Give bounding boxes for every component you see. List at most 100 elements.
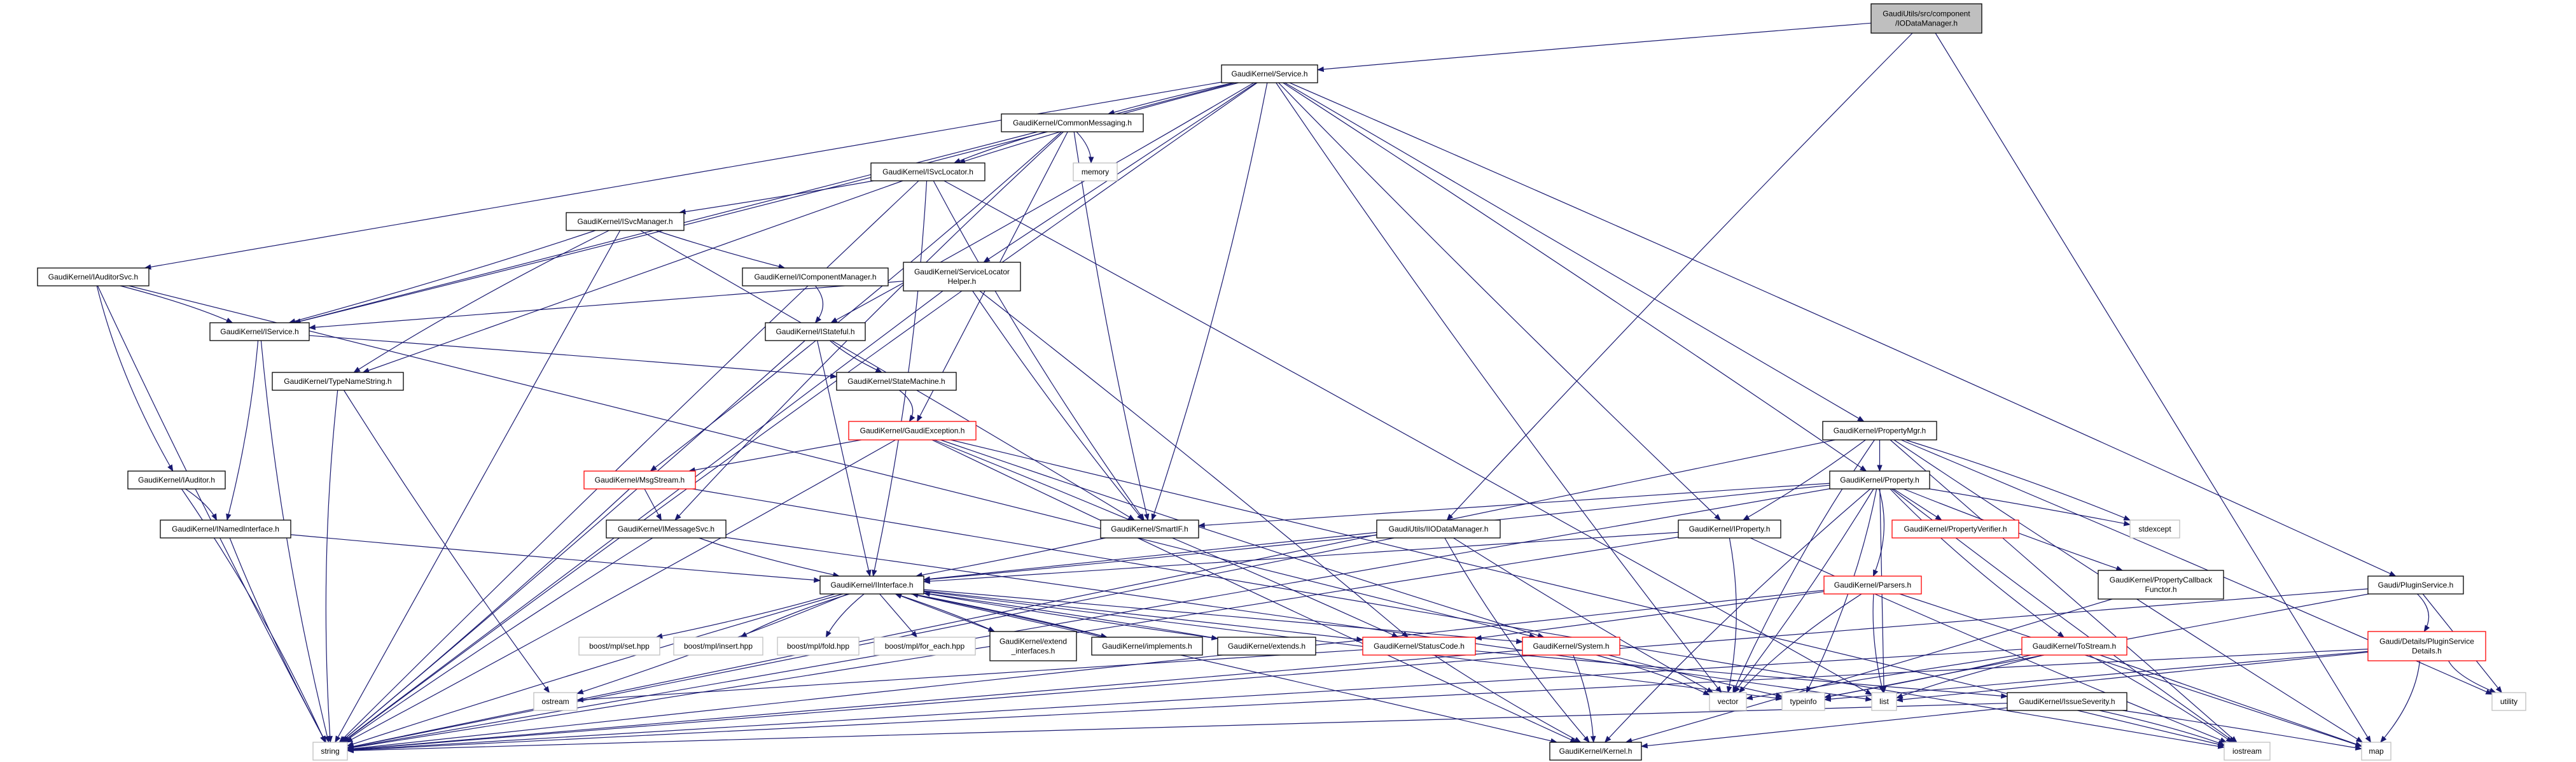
node-utility[interactable]: utility bbox=[2491, 692, 2526, 711]
node-iauditor[interactable]: GaudiKernel/IAuditor.h bbox=[127, 470, 226, 490]
node-statemachine[interactable]: GaudiKernel/StateMachine.h bbox=[836, 372, 957, 391]
node-root[interactable]: GaudiUtils/src/component/IODataManager.h bbox=[1870, 3, 1982, 34]
node-extends[interactable]: GaudiKernel/extends.h bbox=[1217, 637, 1316, 656]
node-mplfold[interactable]: boost/mpl/fold.hpp bbox=[777, 637, 860, 656]
edge-isvcmanager-to-string bbox=[335, 230, 621, 743]
node-parsers[interactable]: GaudiKernel/Parsers.h bbox=[1823, 575, 1922, 595]
edge-commonmessaging-to-smartif bbox=[1073, 131, 1150, 521]
node-inamedinterface[interactable]: GaudiKernel/INamedInterface.h bbox=[160, 519, 291, 539]
node-isvclocator[interactable]: GaudiKernel/ISvcLocator.h bbox=[870, 162, 985, 181]
edge-property-to-parsers bbox=[1872, 488, 1885, 577]
node-box bbox=[673, 637, 763, 656]
node-iostream[interactable]: iostream bbox=[2224, 742, 2271, 761]
node-box bbox=[1100, 519, 1199, 539]
edge-property-to-tostream bbox=[1890, 488, 2064, 638]
node-iservice[interactable]: GaudiKernel/IService.h bbox=[209, 322, 310, 341]
edge-inamedinterface-to-string bbox=[229, 537, 326, 743]
edge-property-to-stdexcept bbox=[1929, 488, 2131, 526]
edge-tostream-to-iostream bbox=[2089, 654, 2233, 743]
edge-imessagesvc-to-string bbox=[343, 537, 653, 743]
node-gaudiexception[interactable]: GaudiKernel/GaudiException.h bbox=[848, 421, 977, 441]
node-iinterface[interactable]: GaudiKernel/IInterface.h bbox=[819, 575, 924, 595]
node-box bbox=[1823, 575, 1922, 595]
node-kernel[interactable]: GaudiKernel/Kernel.h bbox=[1549, 742, 1642, 761]
node-propertyverifier[interactable]: GaudiKernel/PropertyVerifier.h bbox=[1891, 519, 2019, 539]
edge-pluginservice-to-pluginservicedetails bbox=[2417, 593, 2430, 632]
node-isvcmanager[interactable]: GaudiKernel/ISvcManager.h bbox=[566, 212, 685, 231]
node-iauditorsvc[interactable]: GaudiKernel/IAuditorSvc.h bbox=[37, 267, 150, 286]
node-box bbox=[1871, 692, 1897, 711]
edge-msgstream-to-imessagesvc bbox=[644, 488, 662, 521]
edge-iproperty-to-vector bbox=[1726, 537, 1737, 694]
edge-inamedinterface-to-iinterface bbox=[290, 534, 821, 583]
node-tostream[interactable]: GaudiKernel/ToStream.h bbox=[2021, 637, 2127, 656]
node-label: GaudiUtils/IIODataManager.h bbox=[1389, 525, 1489, 533]
node-box bbox=[1549, 742, 1642, 761]
node-property[interactable]: GaudiKernel/Property.h bbox=[1829, 470, 1930, 490]
node-string[interactable]: string bbox=[312, 742, 348, 761]
node-box bbox=[209, 322, 310, 341]
node-ostream[interactable]: ostream bbox=[533, 692, 578, 711]
node-service[interactable]: GaudiKernel/Service.h bbox=[1221, 64, 1318, 83]
edge-service-to-iauditorsvc bbox=[144, 81, 1222, 270]
node-mplset[interactable]: boost/mpl/set.hpp bbox=[578, 637, 660, 656]
edge-service-to-smartif bbox=[1151, 82, 1268, 521]
edge-system-to-vector bbox=[1596, 654, 1710, 696]
node-list[interactable]: list bbox=[1871, 692, 1897, 711]
edge-parsers-to-string bbox=[346, 589, 1825, 752]
node-label: Gaudi/PluginService.h bbox=[2378, 581, 2454, 589]
node-memory[interactable]: memory bbox=[1073, 162, 1118, 181]
edge-commonmessaging-to-memory bbox=[1076, 131, 1094, 164]
node-pluginservice[interactable]: Gaudi/PluginService.h bbox=[2367, 575, 2464, 595]
node-box bbox=[1678, 519, 1781, 539]
node-istateful[interactable]: GaudiKernel/IStateful.h bbox=[765, 322, 866, 341]
node-propertymgr[interactable]: GaudiKernel/PropertyMgr.h bbox=[1822, 421, 1937, 441]
edge-gaudiexception-to-kernel bbox=[931, 439, 1578, 743]
node-typenamestring[interactable]: GaudiKernel/TypeNameString.h bbox=[272, 372, 404, 391]
node-map[interactable]: map bbox=[2361, 742, 2392, 761]
node-box bbox=[1001, 113, 1144, 132]
node-box bbox=[777, 637, 860, 656]
node-label: GaudiKernel/Service.h bbox=[1231, 69, 1307, 78]
edge-iproperty-to-iostream bbox=[1750, 537, 2227, 743]
node-label: GaudiKernel/SmartIF.h bbox=[1111, 525, 1188, 533]
node-statuscode[interactable]: GaudiKernel/StatusCode.h bbox=[1362, 637, 1476, 656]
node-iiodatamanager[interactable]: GaudiUtils/IIODataManager.h bbox=[1376, 519, 1501, 539]
node-smartif[interactable]: GaudiKernel/SmartIF.h bbox=[1100, 519, 1199, 539]
node-box bbox=[2021, 637, 2127, 656]
node-icomponentmanager[interactable]: GaudiKernel/IComponentManager.h bbox=[742, 267, 889, 286]
node-label: GaudiKernel/Property.h bbox=[1840, 476, 1919, 484]
edge-issueseverity-to-iostream bbox=[2099, 710, 2225, 745]
node-msgstream[interactable]: GaudiKernel/MsgStream.h bbox=[583, 470, 696, 490]
node-vector[interactable]: vector bbox=[1709, 692, 1747, 711]
edge-isvcmanager-to-iservice bbox=[288, 230, 596, 324]
node-imessagesvc[interactable]: GaudiKernel/IMessageSvc.h bbox=[606, 519, 727, 539]
node-mplforeach[interactable]: boost/mpl/for_each.hpp bbox=[874, 637, 976, 656]
node-label: GaudiKernel/IMessageSvc.h bbox=[618, 525, 714, 533]
edge-statuscode-to-issueseverity bbox=[1475, 650, 2009, 699]
node-implements[interactable]: GaudiKernel/implements.h bbox=[1091, 637, 1203, 656]
node-label: utility bbox=[2500, 697, 2517, 706]
edge-tostream-to-string bbox=[346, 649, 2023, 753]
edge-service-to-commonmessaging bbox=[1107, 82, 1234, 115]
node-box bbox=[583, 470, 696, 490]
node-label: boost/mpl/fold.hpp bbox=[787, 642, 849, 651]
node-extendinterfaces[interactable]: GaudiKernel/extend_interfaces.h bbox=[989, 631, 1077, 661]
node-stdexcept[interactable]: stdexcept bbox=[2129, 519, 2180, 539]
node-iproperty[interactable]: GaudiKernel/IProperty.h bbox=[1678, 519, 1781, 539]
node-label: GaudiKernel/TypeNameString.h bbox=[284, 377, 391, 386]
node-box bbox=[2367, 575, 2464, 595]
node-mplinsert[interactable]: boost/mpl/insert.hpp bbox=[673, 637, 763, 656]
node-system[interactable]: GaudiKernel/System.h bbox=[1522, 637, 1620, 656]
node-label: GaudiKernel/ToStream.h bbox=[2033, 642, 2116, 651]
edge-iinterface-to-extends bbox=[923, 593, 1219, 641]
edge-isvcmanager-to-typenamestring bbox=[353, 230, 609, 373]
node-commonmessaging[interactable]: GaudiKernel/CommonMessaging.h bbox=[1001, 113, 1144, 132]
edge-iauditor-to-inamedinterface bbox=[185, 488, 218, 521]
node-typeinfo[interactable]: typeinfo bbox=[1781, 692, 1825, 711]
node-issueseverity[interactable]: GaudiKernel/IssueSeverity.h bbox=[2007, 692, 2127, 711]
node-box bbox=[1217, 637, 1316, 656]
